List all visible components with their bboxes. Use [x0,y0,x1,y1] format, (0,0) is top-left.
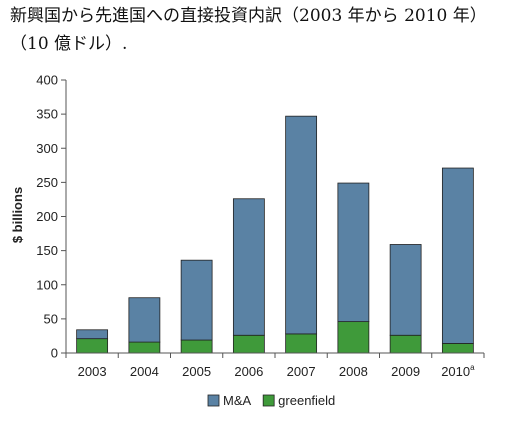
legend: M&A greenfield [207,393,335,408]
x-axis: 2003 2004 2005 2006 2007 2008 2009 2010a [65,352,485,379]
x-tick-label: 2005 [182,364,211,379]
y-tick-label: 200 [36,209,58,224]
legend-swatch [262,394,275,407]
bar-greenfield-2006 [232,334,265,354]
x-tick-label: 2004 [130,364,159,379]
bar-ma-2008 [337,182,370,323]
x-tick-footnote: a [470,363,475,372]
x-tick-label: 2006 [234,364,263,379]
y-axis-label: $ billions [10,187,25,243]
bar-ma-2010 [441,167,474,344]
bar-ma-2003 [76,329,109,340]
y-tick-label: 0 [51,346,58,361]
y-tick-label: 350 [36,107,58,122]
bar-ma-2009 [389,244,422,336]
y-tick-label: 50 [44,311,58,326]
chart-title: 新興国から先進国への直接投資内訳（2003 年から 2010 年） （10 億ド… [10,2,515,58]
bar-greenfield-2005 [180,339,213,354]
bar-ma-2004 [128,297,161,343]
x-tick-label: 2009 [391,364,420,379]
y-tick-label: 300 [36,141,58,156]
bar-ma-2006 [232,198,265,336]
bar-ma-2007 [285,115,318,335]
y-tick-label: 150 [36,243,58,258]
x-tick-label: 2003 [78,364,107,379]
chart-title-line-1: 新興国から先進国への直接投資内訳（2003 年から 2010 年） [10,6,487,26]
chart-title-line-2: （10 億ドル）. [10,34,128,54]
x-tick-label: 2007 [287,364,316,379]
y-tick-label: 250 [36,175,58,190]
bar-greenfield-2003 [76,338,109,354]
x-tick-label: 2008 [339,364,368,379]
x-tick-label: 2010a [441,363,475,379]
bars [76,115,474,354]
bar-greenfield-2007 [285,333,318,354]
y-axis: 0 50 100 150 200 250 300 350 400 [36,73,67,361]
legend-label: greenfield [278,393,335,408]
bar-greenfield-2004 [128,341,161,354]
bar-ma-2005 [180,259,213,341]
legend-label: M&A [223,393,252,408]
bar-greenfield-2008 [337,321,370,354]
bar-greenfield-2010 [441,343,474,354]
y-tick-label: 100 [36,277,58,292]
legend-swatch [207,394,220,407]
y-tick-label: 400 [36,73,58,88]
bar-greenfield-2009 [389,334,422,354]
